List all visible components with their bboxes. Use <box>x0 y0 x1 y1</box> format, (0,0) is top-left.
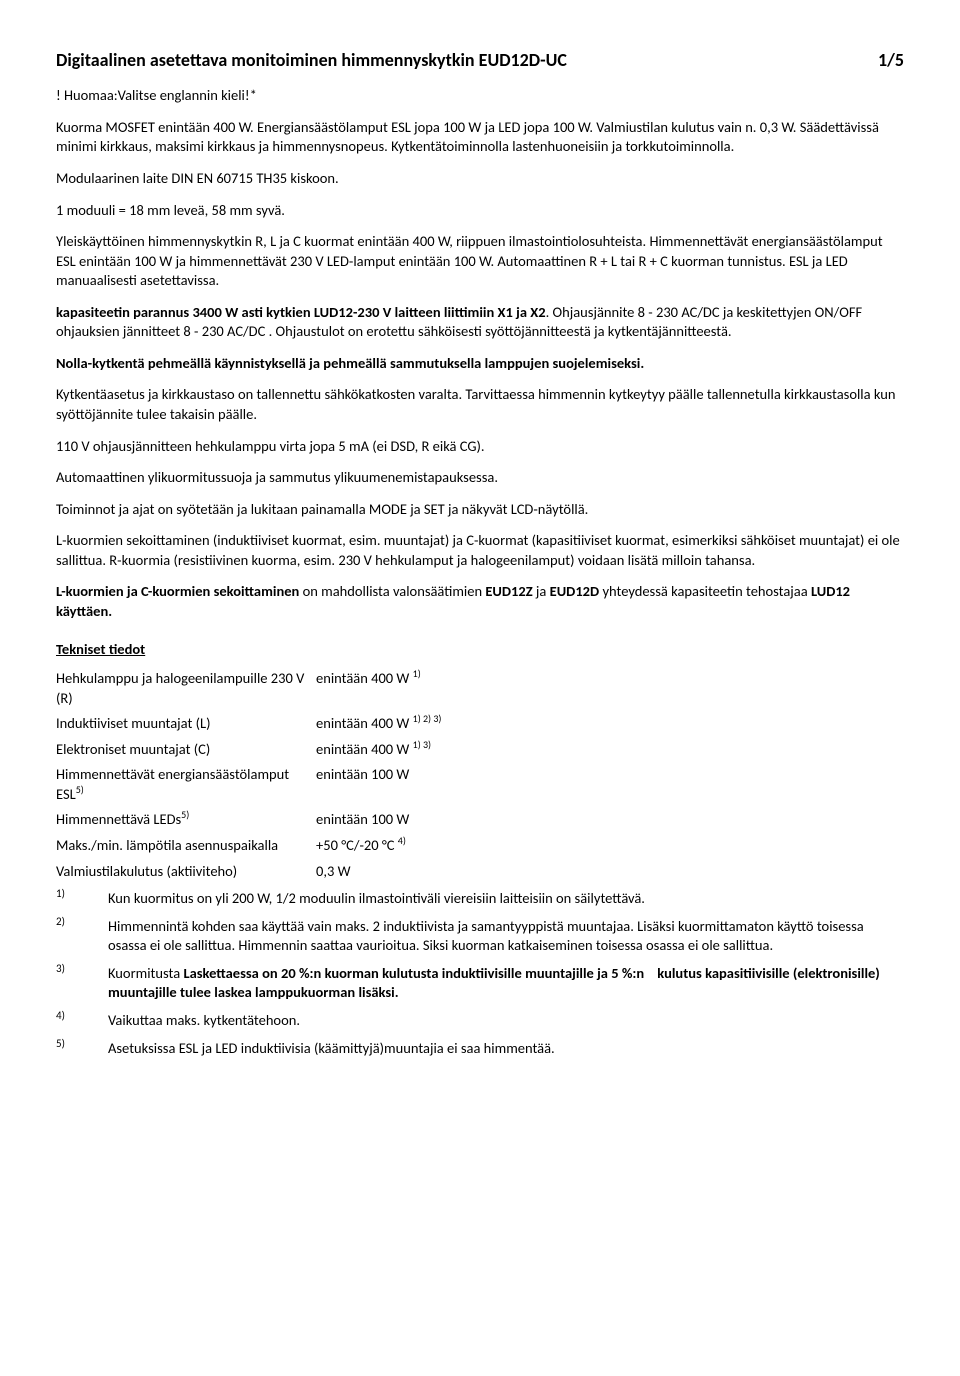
text-span: yhteydessä kapasiteetin tehostajaa <box>599 582 811 600</box>
footnote-number: 1) <box>56 887 108 907</box>
notice-line: ! Huomaa:Valitse englannin kieli!* <box>56 86 904 106</box>
spec-table: Hehkulamppu ja halogeenilampuille 230 V … <box>56 669 904 881</box>
footnote-text: Himmennintä kohden saa käyttää vain maks… <box>108 917 904 956</box>
spec-value: 0,3 W <box>316 862 904 882</box>
body-paragraph: Kuorma MOSFET enintään 400 W. Energiansä… <box>56 118 904 157</box>
spec-row: Elektroniset muuntajat (C)enintään 400 W… <box>56 740 904 760</box>
bold-span: kapasiteetin parannus 3400 W asti kytkie… <box>56 303 546 321</box>
body-paragraph: Automaattinen ylikuormitussuoja ja sammu… <box>56 468 904 488</box>
body-paragraph: L-kuormien ja C-kuormien sekoittaminen o… <box>56 582 904 621</box>
footnote-text: Kun kuormitus on yli 200 W, 1/2 moduulin… <box>108 889 904 909</box>
footnote-number: 4) <box>56 1009 108 1029</box>
body-paragraph: Toiminnot ja ajat on syötetään ja lukita… <box>56 500 904 520</box>
text-span: ja <box>533 582 550 600</box>
body-paragraph: L-kuormien sekoittaminen (induktiiviset … <box>56 531 904 570</box>
bold-span: EUD12Z <box>485 582 532 600</box>
spec-label: Maks./min. lämpötila asennuspaikalla <box>56 836 316 856</box>
footnote-row: 1)Kun kuormitus on yli 200 W, 1/2 moduul… <box>56 889 904 909</box>
footnote-row: 3)Kuormitusta Laskettaessa on 20 %:n kuo… <box>56 964 904 1003</box>
footnotes: 1)Kun kuormitus on yli 200 W, 1/2 moduul… <box>56 889 904 1058</box>
spec-value: enintään 400 W 1) 3) <box>316 740 904 760</box>
spec-row: Maks./min. lämpötila asennuspaikalla+50 … <box>56 836 904 856</box>
bold-span: EUD12D <box>550 582 600 600</box>
footnote-number: 5) <box>56 1037 108 1057</box>
spec-label: Hehkulamppu ja halogeenilampuille 230 V … <box>56 669 316 708</box>
body-paragraph: Modulaarinen laite DIN EN 60715 TH35 kis… <box>56 169 904 189</box>
spec-label: Elektroniset muuntajat (C) <box>56 740 316 760</box>
footnote-row: 5)Asetuksissa ESL ja LED induktiivisia (… <box>56 1039 904 1059</box>
footnote-number: 3) <box>56 962 108 1001</box>
spec-row: Himmennettävät energiansäästölamput ESL5… <box>56 765 904 804</box>
page-header: Digitaalinen asetettava monitoiminen him… <box>56 48 904 72</box>
footnote-text: Vaikuttaa maks. kytkentätehoon. <box>108 1011 904 1031</box>
spec-value: +50 °C/-20 °C 4) <box>316 836 904 856</box>
spec-label: Valmiustilakulutus (aktiiviteho) <box>56 862 316 882</box>
body-paragraph: Yleiskäyttöinen himmennyskytkin R, L ja … <box>56 232 904 291</box>
footnote-row: 4)Vaikuttaa maks. kytkentätehoon. <box>56 1011 904 1031</box>
spec-value: enintään 100 W <box>316 810 904 830</box>
spec-value: enintään 400 W 1) 2) 3) <box>316 714 904 734</box>
tech-heading: Tekniset tiedot <box>56 640 904 660</box>
body-paragraph-bold: Nolla-kytkentä pehmeällä käynnistyksellä… <box>56 354 904 374</box>
spec-value: enintään 400 W 1) <box>316 669 904 708</box>
bold-span: L-kuormien ja C-kuormien sekoittaminen <box>56 582 299 600</box>
spec-label: Himmennettävät energiansäästölamput ESL5… <box>56 765 316 804</box>
page-title: Digitaalinen asetettava monitoiminen him… <box>56 48 567 72</box>
spec-value: enintään 100 W <box>316 765 904 804</box>
spec-row: Hehkulamppu ja halogeenilampuille 230 V … <box>56 669 904 708</box>
footnote-text: Kuormitusta Laskettaessa on 20 %:n kuorm… <box>108 964 904 1003</box>
spec-label: Induktiiviset muuntajat (L) <box>56 714 316 734</box>
footnote-number: 2) <box>56 915 108 954</box>
spec-row: Induktiiviset muuntajat (L)enintään 400 … <box>56 714 904 734</box>
spec-row: Valmiustilakulutus (aktiiviteho)0,3 W <box>56 862 904 882</box>
body-paragraph: 110 V ohjausjännitteen hehkulamppu virta… <box>56 437 904 457</box>
body-paragraph: kapasiteetin parannus 3400 W asti kytkie… <box>56 303 904 342</box>
spec-label: Himmennettävä LEDs5) <box>56 810 316 830</box>
spec-row: Himmennettävä LEDs5)enintään 100 W <box>56 810 904 830</box>
body-paragraph: 1 moduuli = 18 mm leveä, 58 mm syvä. <box>56 201 904 221</box>
footnote-text: Asetuksissa ESL ja LED induktiivisia (kä… <box>108 1039 904 1059</box>
text-span: on mahdollista valonsäätimien <box>299 582 485 600</box>
body-paragraph: Kytkentäasetus ja kirkkaustaso on tallen… <box>56 385 904 424</box>
page-number: 1/5 <box>878 48 904 72</box>
footnote-row: 2)Himmennintä kohden saa käyttää vain ma… <box>56 917 904 956</box>
